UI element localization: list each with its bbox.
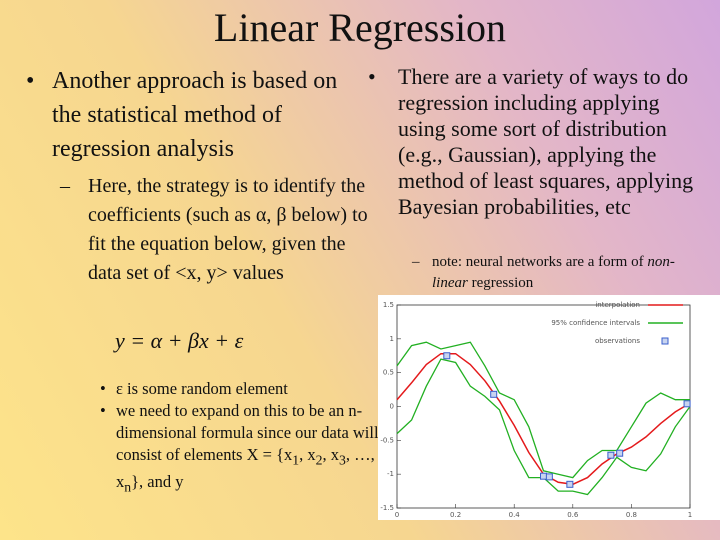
note-text: ε is some random element (116, 379, 288, 398)
sub-bullet: Here, the strategy is to identify the co… (88, 175, 368, 284)
note-text: we need to expand on this to be an n-dim… (116, 401, 379, 464)
subscript: 2 (315, 452, 323, 468)
bullet-icon: • (368, 64, 376, 89)
y-tick-label: -1.5 (380, 504, 394, 512)
chart: -1.5 -1 -0.5 0 0.5 1 1.5 0 0.2 0.4 0.6 0.8 1 interpol… (378, 295, 720, 520)
x-tick-label: 0.4 (509, 511, 521, 519)
legend-label: 95% confidence intervals (551, 319, 640, 327)
observation (566, 480, 574, 488)
interpolation-line (396, 352, 691, 486)
x-tick-label: 0 (395, 511, 399, 519)
y-tick-label: 1.5 (383, 301, 394, 309)
observation (607, 451, 615, 459)
note: ε is some random element (100, 378, 380, 400)
y-tick-label: -0.5 (380, 436, 394, 444)
sub-bullet: note: neural networks are a form of non-… (432, 252, 702, 294)
bullet: Another approach is based on the statist… (52, 68, 338, 162)
confidence-line (396, 341, 690, 479)
legend-label: interpolation (595, 301, 640, 309)
bullet-icon: – (60, 175, 70, 197)
observation (443, 352, 451, 360)
bullet-icon: • (26, 68, 35, 94)
note-text: , x (299, 445, 316, 464)
note-text: regression (467, 275, 534, 291)
legend-swatch (661, 337, 669, 345)
y-tick-label: 0 (390, 403, 394, 411)
equation: y = α + βx + ε (115, 328, 244, 353)
observation (490, 390, 498, 398)
subscript: 3 (339, 452, 346, 468)
note-text: , x (322, 445, 340, 464)
x-tick-label: 0.8 (626, 511, 637, 519)
note-text: , …, x (116, 445, 375, 492)
observation (540, 472, 547, 480)
x-tick-label: 0.2 (450, 511, 461, 519)
x-tick-label: 0.6 (567, 511, 579, 519)
observation (545, 473, 553, 481)
subscript: 1 (292, 452, 300, 468)
y-tick-label: 0.5 (383, 369, 394, 377)
note: we need to expand on this to be an n-dim… (100, 400, 380, 499)
observation (683, 400, 691, 408)
note-text: }, and y (131, 472, 184, 492)
note-text: non-linear (432, 254, 675, 291)
y-tick-label: 1 (390, 335, 394, 343)
slide-title: Linear Regression (213, 5, 507, 50)
bullet-icon: – (412, 254, 420, 270)
note-text: note: neural networks are a form of (432, 254, 648, 270)
observation (616, 449, 624, 457)
bullet: There are a variety of ways to do regres… (398, 64, 694, 219)
subscript: n (124, 479, 132, 495)
legend-label: observations (595, 337, 640, 345)
notes: ε is some random element we need to expa… (100, 378, 380, 499)
x-tick-label: 1 (688, 511, 692, 519)
y-tick-label: -1 (387, 470, 394, 478)
